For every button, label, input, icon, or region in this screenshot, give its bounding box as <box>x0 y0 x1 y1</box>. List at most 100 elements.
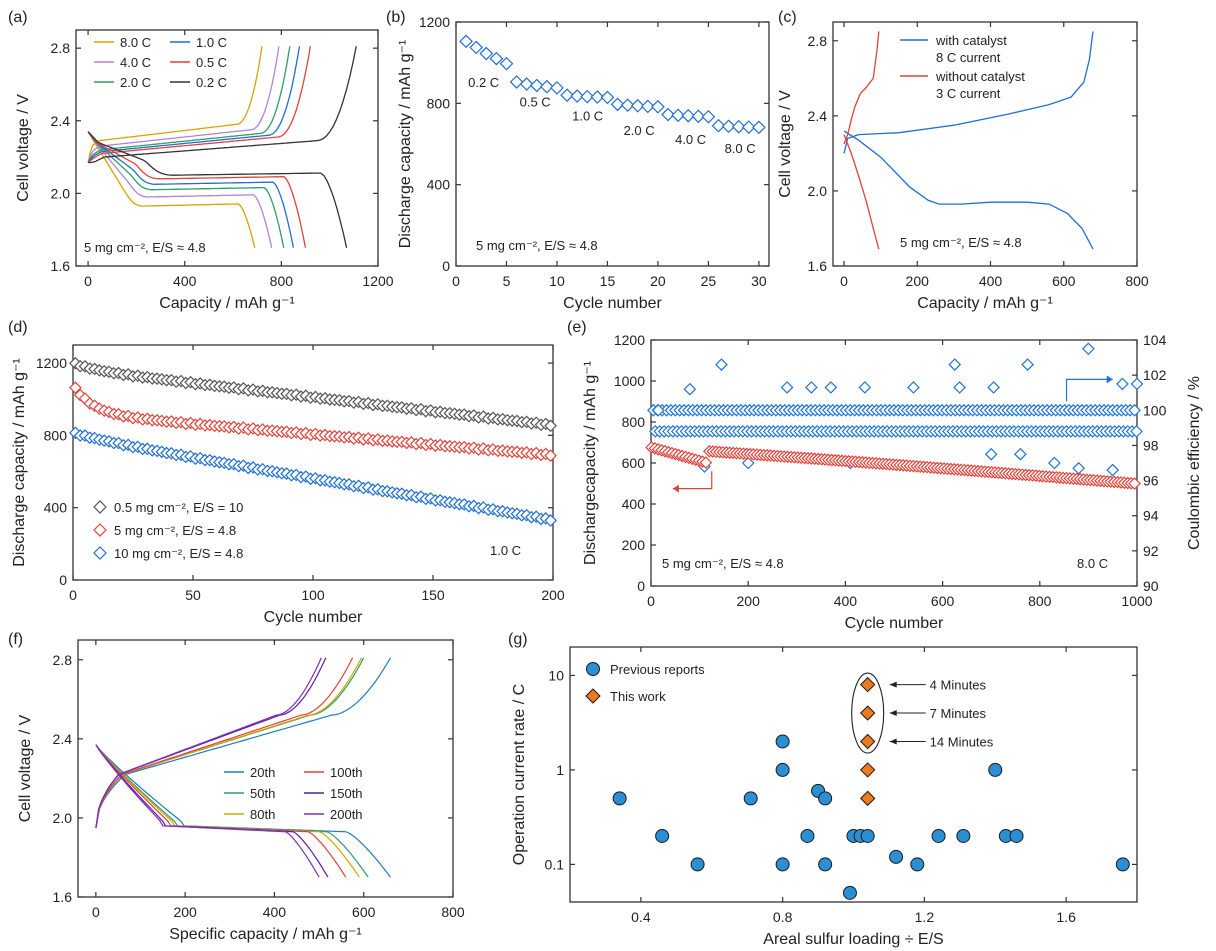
series-1 <box>69 381 557 463</box>
charge-curve-20C <box>87 46 291 163</box>
ce-point <box>1130 425 1143 438</box>
data-point <box>479 46 494 61</box>
data-point <box>610 97 625 112</box>
series-0 <box>69 356 557 433</box>
y-tick-label: 1200 <box>36 355 67 371</box>
ce-point <box>780 381 794 394</box>
rate-label: 4.0 C <box>675 132 706 147</box>
y2-tick-label: 98 <box>1143 437 1159 453</box>
discharge-curve <box>843 134 880 250</box>
charge-curve-40C <box>87 46 280 163</box>
legend-label: 80th <box>250 807 275 822</box>
ce-point <box>907 381 920 394</box>
ce-point <box>1106 463 1120 477</box>
x-tick-label: 200 <box>173 904 197 920</box>
legend-marker-this-work <box>585 688 601 704</box>
panel-label: (b) <box>386 9 406 26</box>
legend-label: 50th <box>250 786 275 801</box>
data-point <box>640 99 655 114</box>
data-point <box>691 109 706 124</box>
data-point <box>731 119 746 134</box>
previous-report-point <box>1115 857 1130 872</box>
x-tick-label: 0 <box>840 273 848 289</box>
ce-point <box>1116 377 1129 391</box>
y-tick-label: 2.0 <box>808 183 828 199</box>
y-tick-label: 1 <box>556 762 564 778</box>
legend-label: 8.0 C <box>120 35 151 50</box>
y-tick-label: 0 <box>59 572 67 588</box>
x-tick-label: 25 <box>701 273 717 289</box>
data-point <box>469 40 484 55</box>
ce-point <box>715 358 728 371</box>
x-tick-label: 1200 <box>362 273 393 289</box>
panel-label: (g) <box>508 631 528 648</box>
x-tick-label: 800 <box>1125 273 1149 289</box>
highlight-ellipse <box>851 672 885 754</box>
previous-report-point <box>956 828 971 843</box>
x-axis-label: Capacity / mAh g⁻¹ <box>159 295 295 312</box>
x-axis-label: Specific capacity / mAh g⁻¹ <box>169 926 362 943</box>
y-tick-label: 2.8 <box>51 40 71 56</box>
data-point <box>701 109 716 124</box>
ce-series <box>647 342 1144 477</box>
annotation-arrow-head <box>889 738 897 745</box>
data-point <box>489 51 504 66</box>
x-tick-label: 150 <box>421 587 445 603</box>
y-tick-label: 0 <box>442 258 450 274</box>
capacity-arrow-head <box>672 484 679 493</box>
ce-point <box>1130 377 1144 391</box>
x-tick-label: 400 <box>834 593 858 609</box>
data-point <box>711 118 726 133</box>
ce-axis-arrow <box>1065 378 1113 402</box>
discharge-curve-80C <box>87 131 256 248</box>
data-point <box>681 108 696 123</box>
discharge-curve <box>843 130 1094 250</box>
y-tick-label: 600 <box>622 455 646 471</box>
charge-curve-80th <box>95 657 363 828</box>
x-tick-label: 600 <box>352 904 376 920</box>
discharge-curve-150th <box>95 744 329 878</box>
x-tick-label: 0 <box>452 273 460 289</box>
x-tick-label: 100 <box>301 587 325 603</box>
y-tick-label: 2.4 <box>51 113 71 129</box>
capacity-point <box>1128 477 1141 490</box>
legend-label: 4.0 C <box>120 55 151 70</box>
data-point <box>620 98 635 113</box>
data-point <box>752 120 766 135</box>
annotation: 5 mg cm⁻², E/S ≈ 4.8 <box>476 238 598 253</box>
charge-curve-20th <box>95 657 392 828</box>
charge-curve-05C <box>87 46 312 164</box>
ce-point <box>805 381 818 394</box>
ce-point <box>984 447 998 461</box>
annotation: 5 mg cm⁻², E/S ≈ 4.8 <box>900 235 1022 250</box>
data-point <box>630 98 645 113</box>
data-point <box>509 75 524 89</box>
legend-label: 8 C current <box>936 50 1001 65</box>
previous-report-point <box>775 734 790 749</box>
y-tick-label: 800 <box>44 427 68 443</box>
x-tick-label: 1.6 <box>1056 909 1076 925</box>
data-point <box>661 107 675 122</box>
legend-label: 0.5 mg cm⁻², E/S = 10 <box>114 500 243 515</box>
plot-frame <box>455 21 770 267</box>
y-tick-label: 1.6 <box>808 258 828 274</box>
panel-f: 0 200 400 600 800 1.6 2.0 2.4 2.8 Specific capaci… <box>8 631 465 943</box>
y2-tick-label: 100 <box>1143 402 1167 418</box>
previous-report-point <box>931 828 946 843</box>
discharge-curve-100th <box>95 744 347 878</box>
y-tick-label: 2.4 <box>53 731 73 747</box>
x-tick-label: 0 <box>92 904 100 920</box>
discharge-curve-20C <box>87 131 285 248</box>
y-tick-label: 2.8 <box>808 33 828 49</box>
this-work-point <box>859 762 876 778</box>
x-tick-label: 200 <box>541 587 565 603</box>
y-axis-label: Cell voltage / V <box>15 94 32 202</box>
charge-curve-200th <box>95 657 322 828</box>
x-tick-label: 200 <box>737 593 761 609</box>
y-tick-label: 1.6 <box>51 258 71 274</box>
y-tick-label: 0.1 <box>545 856 565 872</box>
rate-label: 0.5 C <box>520 94 551 109</box>
ce-point <box>858 381 872 394</box>
previous-report-point <box>800 828 815 843</box>
x-tick-label: 600 <box>1052 273 1076 289</box>
